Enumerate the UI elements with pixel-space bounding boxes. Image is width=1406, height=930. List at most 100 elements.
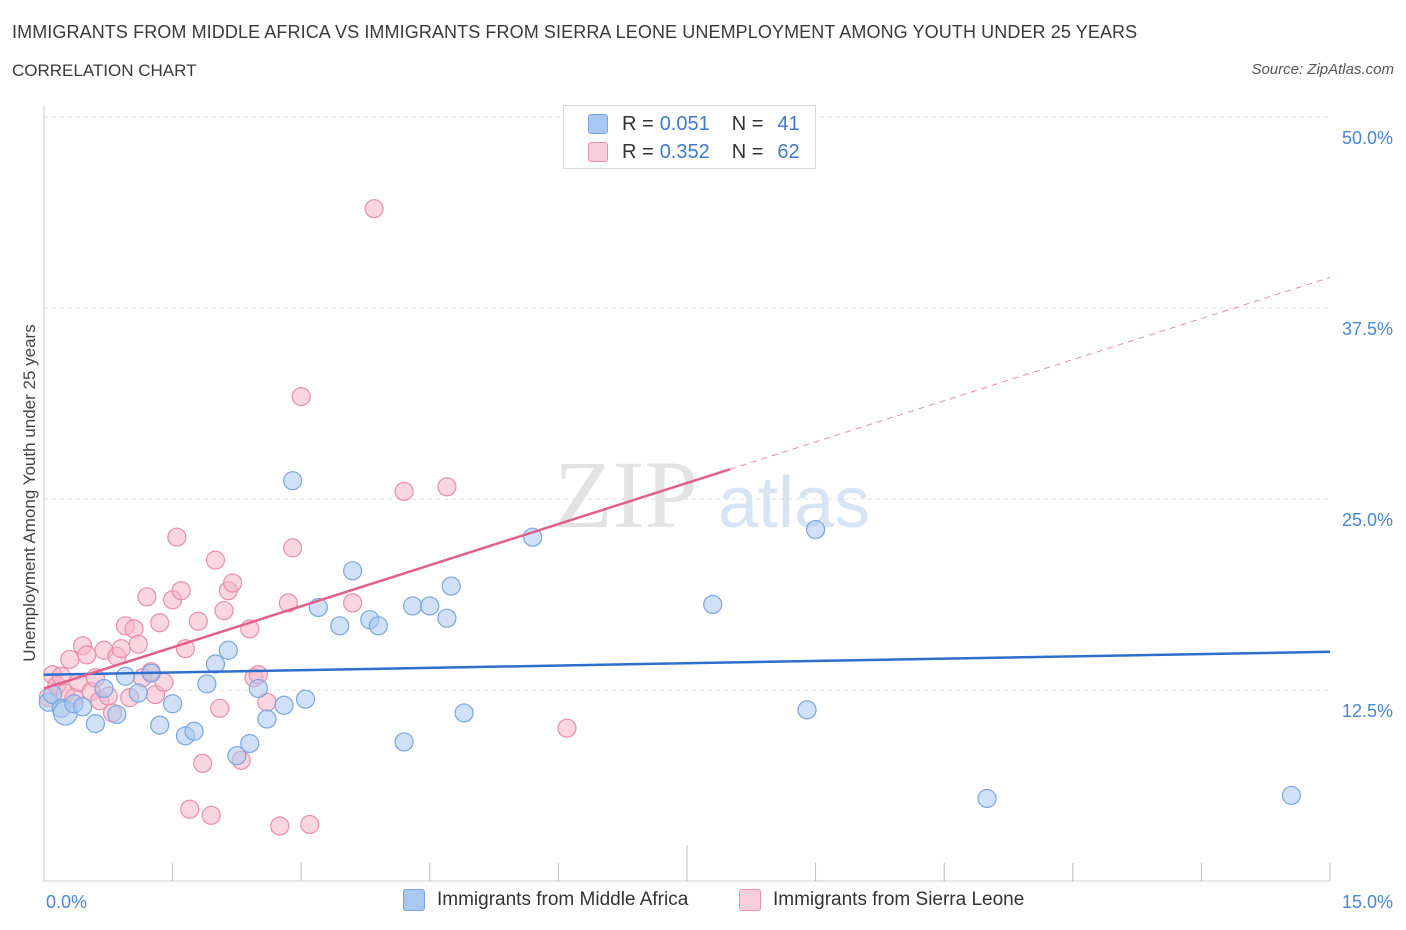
data-point <box>805 519 826 540</box>
y-tick-label: 25.0% <box>1342 510 1393 530</box>
data-point <box>94 678 114 699</box>
data-point <box>163 694 183 714</box>
legend-r-value: 0.051 <box>659 112 710 135</box>
data-point <box>274 695 294 715</box>
data-point <box>223 573 243 593</box>
data-point <box>394 481 414 501</box>
trend-lines <box>43 276 1331 690</box>
data-point <box>368 616 388 636</box>
data-point <box>111 639 131 659</box>
y-axis-tick-labels: 12.5% 25.0% 37.5% 50.0% <box>1342 128 1393 721</box>
data-point <box>188 611 208 631</box>
data-point <box>703 594 723 615</box>
data-point <box>137 587 157 607</box>
data-point <box>205 654 226 674</box>
data-point <box>60 649 80 670</box>
legend-r-label: R = <box>622 112 654 135</box>
data-point <box>797 700 817 720</box>
data-point <box>180 799 200 819</box>
data-point <box>394 732 414 752</box>
data-point <box>257 709 277 729</box>
gridlines <box>44 116 1330 691</box>
data-point <box>330 616 350 636</box>
data-point <box>270 816 290 836</box>
data-point <box>214 600 234 621</box>
series-sierra-leone-points <box>38 199 577 836</box>
data-point <box>201 805 221 825</box>
data-point <box>437 477 457 497</box>
legend-n-label: N = <box>731 112 764 135</box>
data-point <box>343 561 363 581</box>
data-point <box>167 527 187 547</box>
bottom-legend-middle-africa: Immigrants from Middle Africa <box>403 889 688 911</box>
y-tick-label: 37.5% <box>1342 319 1393 339</box>
data-point <box>227 746 247 766</box>
data-point <box>441 576 461 596</box>
series-middle-africa-points <box>38 471 1302 809</box>
data-point <box>128 683 148 703</box>
chart-title: IMMIGRANTS FROM MIDDLE AFRICA VS IMMIGRA… <box>12 22 1138 42</box>
data-point <box>77 645 97 665</box>
data-point <box>364 199 384 219</box>
data-point <box>278 593 298 613</box>
watermark-atlas: atlas <box>718 463 870 543</box>
watermark: ZIP atlas <box>554 441 870 548</box>
x-tick-label-max: 15.0% <box>1342 892 1393 912</box>
y-tick-label: 12.5% <box>1342 701 1393 721</box>
legend-n-label: N = <box>731 140 764 163</box>
data-point <box>283 538 303 558</box>
data-point <box>150 715 170 735</box>
data-point <box>218 640 238 660</box>
legend-n-value: 62 <box>777 140 800 163</box>
legend-n-value: 41 <box>777 112 800 135</box>
y-axis-label: Unemployment Among Youth under 25 years <box>20 324 39 661</box>
data-point <box>557 718 577 738</box>
bottom-legend-label: Immigrants from Sierra Leone <box>773 889 1025 910</box>
legend-row-middle-africa: R = 0.051 N = 41 <box>588 112 800 136</box>
data-point <box>248 678 268 699</box>
trend-line-sierra-leone-extension <box>729 276 1331 470</box>
trend-line-sierra-leone <box>43 468 731 690</box>
data-point <box>72 697 93 717</box>
data-point <box>283 471 303 491</box>
legend-r-value: 0.352 <box>659 140 710 163</box>
data-point <box>171 581 191 601</box>
data-point <box>420 596 440 616</box>
legend-swatch-pink <box>588 142 608 162</box>
source-credit: Source: ZipAtlas.com <box>1251 61 1394 78</box>
data-point <box>85 714 106 734</box>
data-point <box>437 608 457 628</box>
x-axis-ticks <box>172 845 1331 881</box>
data-point <box>295 689 316 709</box>
data-point <box>210 698 230 718</box>
data-point <box>454 703 474 723</box>
data-point <box>291 387 311 407</box>
data-point <box>403 596 423 616</box>
chart-subtitle: CORRELATION CHART <box>12 61 197 80</box>
data-point <box>184 721 204 741</box>
bottom-legend-swatch-blue <box>403 889 425 911</box>
legend-swatch-blue <box>588 114 608 134</box>
data-point <box>205 550 226 570</box>
y-tick-label: 50.0% <box>1342 128 1393 148</box>
legend-r-label: R = <box>622 140 654 163</box>
data-point <box>115 666 136 686</box>
data-point <box>128 634 148 654</box>
data-point <box>1281 785 1302 806</box>
data-point <box>193 753 213 773</box>
correlation-legend: R = 0.051 N = 41 R = 0.352 N = 62 <box>563 105 816 169</box>
watermark-zip: ZIP <box>554 441 698 548</box>
bottom-legend-sierra-leone: Immigrants from Sierra Leone <box>739 889 1024 911</box>
bottom-legend-swatch-pink <box>739 889 761 911</box>
data-point <box>977 788 997 809</box>
data-point <box>107 704 127 725</box>
data-point <box>343 593 363 613</box>
data-point <box>197 674 217 694</box>
data-point <box>150 613 170 633</box>
trend-line-middle-africa <box>43 650 1331 676</box>
data-point <box>240 733 260 754</box>
legend-row-sierra-leone: R = 0.352 N = 62 <box>588 140 800 164</box>
bottom-legend-label: Immigrants from Middle Africa <box>437 889 689 910</box>
x-tick-label-min: 0.0% <box>46 892 87 912</box>
